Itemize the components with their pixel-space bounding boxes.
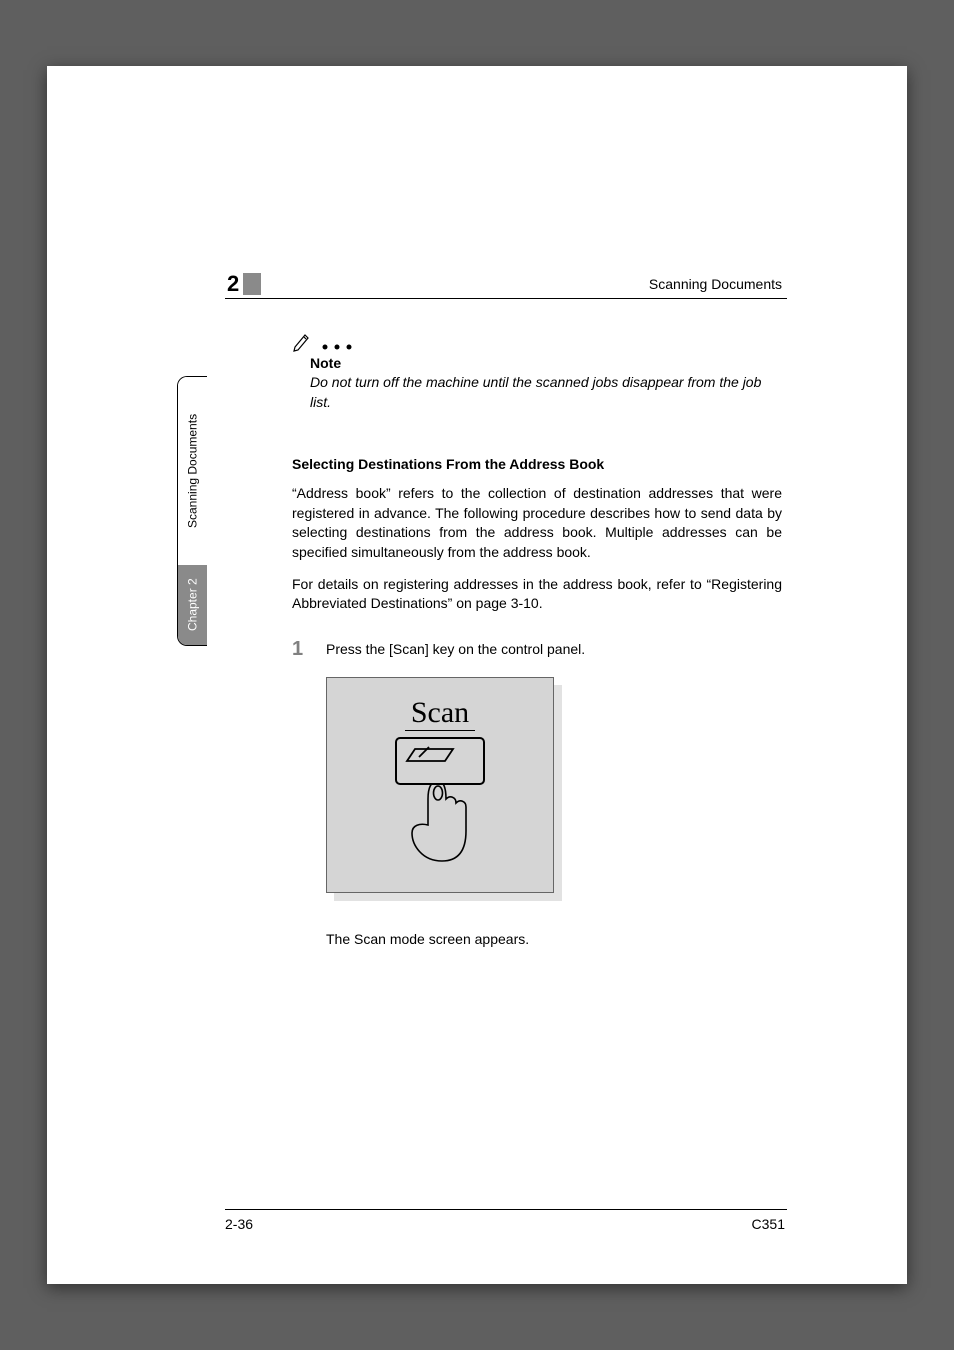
finger-press-icon	[400, 779, 480, 869]
chapter-badge-bar	[243, 273, 261, 295]
document-page: 2 Scanning Documents Scanning Documents …	[47, 66, 907, 1284]
sidebar-section-label: Scanning Documents	[178, 377, 207, 565]
section-paragraph-2: For details on registering addresses in …	[292, 575, 782, 614]
note-heading: Note	[310, 355, 782, 371]
footer-page-number: 2-36	[225, 1216, 253, 1232]
header-rule	[225, 298, 787, 299]
note-dots-icon	[320, 341, 354, 353]
sidebar-chapter-label: Chapter 2	[178, 565, 207, 645]
running-header-title: Scanning Documents	[649, 276, 782, 292]
scan-key-icon	[397, 739, 487, 787]
illustration: Scan	[326, 677, 566, 903]
step-result-text: The Scan mode screen appears.	[326, 931, 782, 947]
step-number: 1	[292, 638, 326, 661]
scan-key-button	[395, 737, 485, 785]
chapter-badge: 2	[227, 271, 261, 297]
content-area: Note Do not turn off the machine until t…	[292, 331, 782, 947]
note-text: Do not turn off the machine until the sc…	[310, 373, 782, 412]
step-row: 1 Press the [Scan] key on the control pa…	[292, 638, 782, 661]
step-text: Press the [Scan] key on the control pane…	[326, 638, 585, 657]
footer-rule	[225, 1209, 787, 1210]
section-paragraph-1: “Address book” refers to the collection …	[292, 484, 782, 562]
chapter-number: 2	[227, 271, 243, 297]
note-pencil-icon	[292, 331, 314, 353]
scan-key-label: Scan	[405, 696, 475, 731]
section-heading: Selecting Destinations From the Address …	[292, 456, 782, 472]
note-icon-row	[292, 331, 782, 353]
illustration-panel: Scan	[326, 677, 554, 893]
sidebar-tab: Scanning Documents Chapter 2	[177, 376, 207, 646]
footer-model: C351	[752, 1216, 785, 1232]
